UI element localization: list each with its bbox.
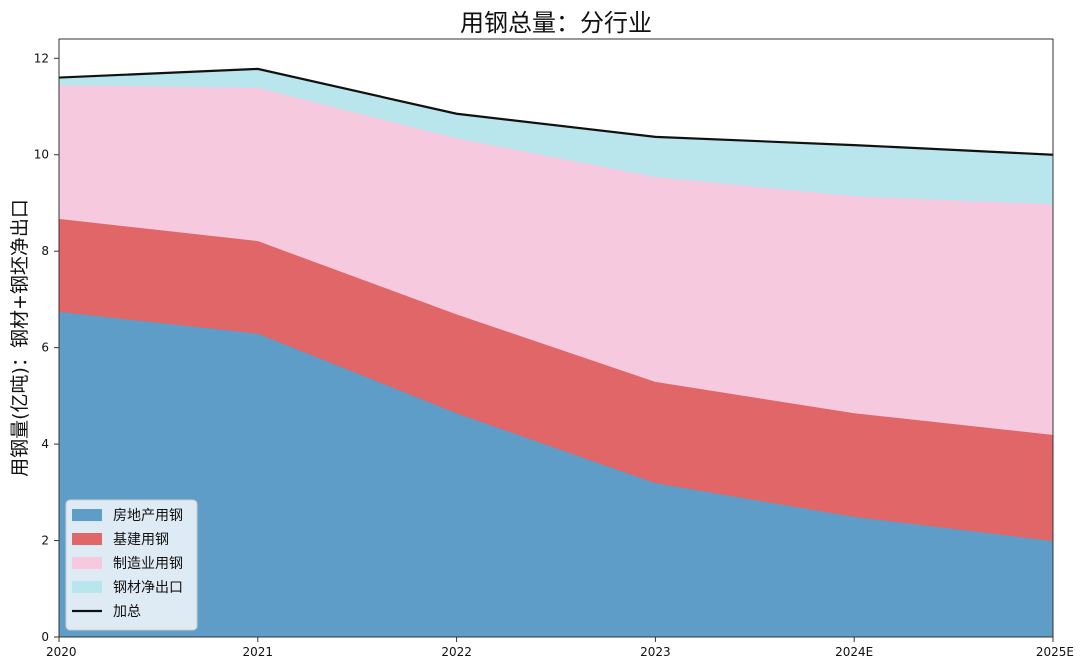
legend-swatch: [72, 533, 102, 545]
legend-label: 制造业用钢: [113, 556, 183, 572]
total-line-group: [58, 67, 1054, 156]
y-axis-label: 用钢量(亿吨)：钢材+钢坯净出口: [9, 199, 31, 477]
x-axis: 2020 2021 2022 2023 2024E 2025E: [46, 637, 1074, 659]
x-tick-label: 2020: [46, 645, 77, 659]
legend-box: [65, 499, 198, 631]
y-tick-label: 12: [34, 51, 49, 65]
legend-label: 加总: [113, 604, 141, 620]
area-layers: [58, 68, 1054, 638]
x-tick-label: 2022: [441, 645, 472, 659]
x-tick-label: 2025E: [1036, 645, 1074, 659]
legend-swatch: [72, 581, 102, 593]
y-tick-label: 4: [41, 437, 49, 451]
x-tick-label: 2024E: [835, 645, 873, 659]
legend-label: 房地产用钢: [113, 508, 183, 524]
y-axis: 0 2 4 6 8 10 12: [34, 51, 59, 644]
y-tick-label: 10: [34, 148, 49, 162]
y-tick-label: 2: [41, 534, 49, 548]
legend-swatch: [72, 509, 102, 521]
x-tick-label: 2021: [243, 645, 274, 659]
legend-swatch: [72, 557, 102, 569]
y-tick-label: 0: [41, 630, 49, 644]
plot-frame: [58, 38, 1054, 638]
x-tick-label: 2023: [640, 645, 671, 659]
total-line: [58, 67, 1054, 156]
legend-label: 钢材净出口: [113, 580, 183, 596]
legend-label: 基建用钢: [113, 531, 169, 548]
y-tick-label: 8: [41, 244, 49, 258]
y-tick-label: 6: [41, 341, 49, 355]
chart-title: 用钢总量：分行业: [460, 9, 652, 37]
